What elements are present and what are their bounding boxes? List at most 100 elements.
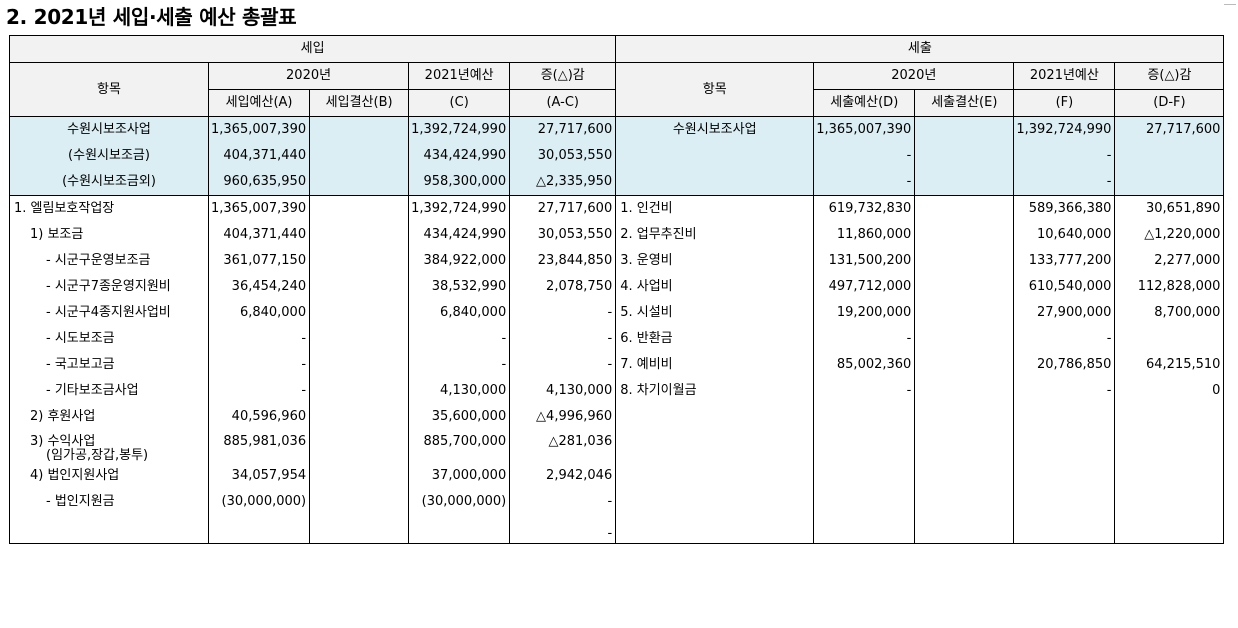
col-ac-header: (A-C) bbox=[509, 89, 617, 117]
budget-2021-f: 20,786,850 bbox=[1013, 352, 1116, 378]
change-d-f bbox=[1114, 143, 1225, 169]
change-a-c: △281,036 bbox=[509, 430, 617, 463]
expense-budget-d bbox=[813, 430, 916, 463]
expense-item-label: 7. 예비비 bbox=[615, 352, 815, 378]
change-a-c: △4,996,960 bbox=[509, 404, 617, 430]
change-a-c: 2,078,750 bbox=[509, 274, 617, 300]
expense-settle-e bbox=[914, 378, 1015, 404]
income-item-label: 3) 수익사업 (임가공,장갑,봉투) bbox=[9, 430, 209, 463]
change-a-c: - bbox=[509, 300, 617, 326]
col-f-header: (F) bbox=[1013, 89, 1116, 117]
change-d-f: △1,220,000 bbox=[1114, 222, 1225, 248]
income-change-header: 증(△)감 bbox=[509, 62, 617, 90]
expense-header: 세출 bbox=[615, 35, 1225, 63]
income-budget-a: 361,077,150 bbox=[207, 248, 311, 274]
budget-2021-f: - bbox=[1013, 326, 1116, 352]
expense-item-label bbox=[615, 430, 815, 463]
income-2021-budget-header: 2021년예산 bbox=[408, 62, 511, 90]
expense-item-label: 3. 운영비 bbox=[615, 248, 815, 274]
table-row: - 법인지원금 (30,000,000) (30,000,000) - bbox=[9, 489, 1225, 515]
expense-item-label bbox=[615, 515, 815, 544]
expense-budget-d: 131,500,200 bbox=[813, 248, 916, 274]
table-row: 3) 수익사업 (임가공,장갑,봉투) 885,981,036 885,700,000… bbox=[9, 430, 1225, 463]
budget-2021-c: 1,392,724,990 bbox=[408, 116, 511, 143]
col-c-header: (C) bbox=[408, 89, 511, 117]
expense-settle-e bbox=[914, 489, 1015, 515]
expense-budget-d: 619,732,830 bbox=[813, 195, 916, 222]
budget-2021-f: - bbox=[1013, 143, 1116, 169]
budget-2021-c: 6,840,000 bbox=[408, 300, 511, 326]
change-d-f bbox=[1114, 489, 1225, 515]
expense-item-label bbox=[615, 143, 815, 169]
income-settle-b bbox=[309, 326, 410, 352]
expense-2021-budget-header: 2021년예산 bbox=[1013, 62, 1116, 90]
budget-2021-f bbox=[1013, 515, 1116, 544]
expense-item-label: 수원시보조사업 bbox=[615, 116, 815, 143]
table-row: - 시도보조금 - - -6. 반환금 - - bbox=[9, 326, 1225, 352]
income-budget-a: 404,371,440 bbox=[207, 222, 311, 248]
budget-2021-c: 38,532,990 bbox=[408, 274, 511, 300]
expense-budget-d: 1,365,007,390 bbox=[813, 116, 916, 143]
table-row: 1. 엘림보호작업장 1,365,007,390 1,392,724,990 27,7… bbox=[9, 195, 1225, 222]
summary-row: 수원시보조사업 1,365,007,390 1,392,724,990 27,717,… bbox=[9, 116, 1225, 143]
change-a-c: - bbox=[509, 352, 617, 378]
income-budget-a: 404,371,440 bbox=[207, 143, 311, 169]
table-row: - 시군구4종지원사업비 6,840,000 6,840,000-5. 시설비 19,… bbox=[9, 300, 1225, 326]
budget-2021-f bbox=[1013, 430, 1116, 463]
change-d-f bbox=[1114, 404, 1225, 430]
income-budget-a: 960,635,950 bbox=[207, 169, 311, 196]
expense-budget-d bbox=[813, 404, 916, 430]
table-row: - bbox=[9, 515, 1225, 544]
income-item-label: 1. 엘림보호작업장 bbox=[9, 195, 209, 222]
income-budget-a: 34,057,954 bbox=[207, 463, 311, 489]
income-item-label: - 기타보조금사업 bbox=[9, 378, 209, 404]
expense-item-label: 1. 인건비 bbox=[615, 195, 815, 222]
table-row: - 국고보고금 - - -7. 예비비 85,002,360 20,786,850 64,2… bbox=[9, 352, 1225, 378]
budget-2021-f: 589,366,380 bbox=[1013, 195, 1116, 222]
expense-settle-e bbox=[914, 143, 1015, 169]
expense-settle-e bbox=[914, 195, 1015, 222]
change-a-c: 27,717,600 bbox=[509, 195, 617, 222]
table-row: 4) 법인지원사업 34,057,954 37,000,000 2,942,046 bbox=[9, 463, 1225, 489]
expense-item-label bbox=[615, 169, 815, 196]
income-settle-b bbox=[309, 222, 410, 248]
income-budget-a: - bbox=[207, 326, 311, 352]
expense-settle-e bbox=[914, 274, 1015, 300]
income-budget-a-header: 세입예산(A) bbox=[207, 89, 311, 117]
budget-2021-f: 10,640,000 bbox=[1013, 222, 1116, 248]
table-row: - 기타보조금사업 -4,130,000 4,130,000 8. 차기이월금 - -0 bbox=[9, 378, 1225, 404]
budget-2021-c: 4,130,000 bbox=[408, 378, 511, 404]
income-item-label: - 국고보고금 bbox=[9, 352, 209, 378]
income-settle-b bbox=[309, 195, 410, 222]
income-item-label-main: 3) 수익사업 bbox=[30, 434, 96, 449]
expense-settle-e bbox=[914, 222, 1015, 248]
income-item-label: 4) 법인지원사업 bbox=[9, 463, 209, 489]
budget-2021-f: - bbox=[1013, 378, 1116, 404]
income-budget-a: 1,365,007,390 bbox=[207, 195, 311, 222]
income-item-label: - 시군구운영보조금 bbox=[9, 248, 209, 274]
change-d-f bbox=[1114, 169, 1225, 196]
expense-budget-d: 497,712,000 bbox=[813, 274, 916, 300]
budget-2021-f bbox=[1013, 463, 1116, 489]
income-budget-a: (30,000,000) bbox=[207, 489, 311, 515]
income-settle-b bbox=[309, 489, 410, 515]
income-budget-a: 6,840,000 bbox=[207, 300, 311, 326]
change-d-f: 27,717,600 bbox=[1114, 116, 1225, 143]
expense-settle-e bbox=[914, 326, 1015, 352]
income-settle-b-header: 세입결산(B) bbox=[309, 89, 410, 117]
income-settle-b bbox=[309, 404, 410, 430]
change-d-f: 8,700,000 bbox=[1114, 300, 1225, 326]
income-header: 세입 bbox=[8, 35, 617, 63]
page-title: 2. 2021년 세입·세출 예산 총괄표 bbox=[6, 5, 297, 29]
corner-mark bbox=[1224, 4, 1236, 5]
income-item-label: (수원시보조금) bbox=[9, 143, 209, 169]
budget-2021-f bbox=[1013, 404, 1116, 430]
expense-item-label bbox=[615, 463, 815, 489]
budget-2021-c: 885,700,000 bbox=[408, 430, 511, 463]
change-a-c: 2,942,046 bbox=[509, 463, 617, 489]
change-d-f bbox=[1114, 326, 1225, 352]
budget-2021-c: 384,922,000 bbox=[408, 248, 511, 274]
expense-settle-e bbox=[914, 430, 1015, 463]
income-item-label bbox=[9, 515, 209, 544]
expense-settle-e bbox=[914, 404, 1015, 430]
